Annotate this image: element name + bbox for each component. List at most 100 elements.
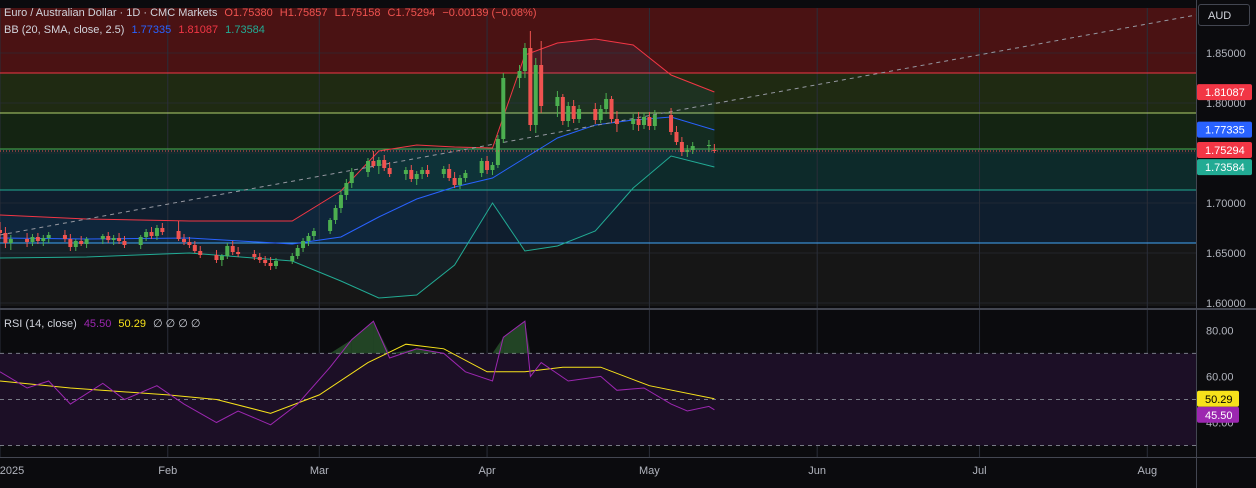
candle-body [366, 161, 370, 172]
rsi-overbought-fill [389, 348, 417, 354]
candle-body [690, 146, 695, 150]
rsi-label[interactable]: RSI (14, close) [4, 318, 77, 330]
candlesticks [0, 31, 1196, 270]
candle-body [674, 132, 679, 142]
rsi-pane [0, 320, 1196, 446]
price-badge-label: 1.81087 [1205, 87, 1245, 99]
candle-body [598, 109, 603, 120]
candle-body [414, 174, 419, 179]
candle-body [68, 239, 73, 247]
rsi-overbought-fill [503, 321, 525, 354]
candle-body [333, 208, 338, 220]
candle-body [274, 261, 278, 266]
price-tick-label: 1.60000 [1206, 298, 1246, 310]
candle-body [560, 97, 565, 121]
candle-body [154, 228, 159, 236]
candle-body [117, 238, 122, 241]
candle-body [409, 170, 414, 179]
price-zone-2 [0, 113, 1196, 149]
candle-body [371, 161, 376, 166]
candle-body [3, 233, 8, 243]
symbol-legend[interactable]: Euro / Australian Dollar · 1D · CMC Mark… [4, 6, 541, 20]
candle-body [176, 231, 181, 239]
candle-body [257, 257, 262, 260]
candle-body [328, 220, 333, 231]
rsi-badge [1197, 406, 1239, 423]
rsi-ma-line [0, 343, 715, 414]
candle-body [420, 170, 425, 174]
candle-body [106, 236, 111, 240]
time-tick-label: 2025 [0, 465, 24, 477]
time-axis[interactable]: 2025 Feb Mar Apr May Jun Jul Aug [0, 465, 1157, 477]
candle-body [593, 109, 598, 120]
candle-body [30, 237, 35, 242]
price-zone-0 [0, 8, 1196, 73]
price-badge-label: 1.73584 [1205, 162, 1245, 174]
candle-body [144, 232, 149, 237]
candle-body [0, 230, 2, 233]
candle-body [198, 251, 203, 255]
candle-body [41, 238, 46, 241]
price-zone-1 [0, 73, 1196, 113]
rsi-tick-label: 60.00 [1206, 371, 1234, 383]
candle-body [311, 231, 316, 236]
time-tick-label: Jul [972, 465, 986, 477]
candle-body [642, 117, 646, 125]
bb-lower-line [0, 155, 715, 299]
time-tick-label: Feb [158, 465, 177, 477]
candle-body [387, 168, 392, 174]
price-tick-label: 1.70000 [1206, 198, 1246, 210]
candle-body [149, 232, 154, 236]
rsi-overbought-fill [524, 321, 531, 354]
candle-body [338, 195, 343, 208]
rsi-badge-label: 45.50 [1205, 410, 1233, 422]
bb-upper-value: 1.81087 [178, 24, 219, 36]
candle-body [35, 237, 40, 241]
bb-label[interactable]: BB (20, SMA, close, 2.5) [4, 24, 125, 36]
bb-lower-value: 1.73584 [225, 24, 265, 36]
candle-body [122, 241, 127, 245]
price-zone-3 [0, 149, 1196, 190]
symbol-title[interactable]: Euro / Australian Dollar · 1D · CMC Mark… [4, 7, 218, 19]
candle-body [79, 241, 84, 244]
candle-body [73, 241, 78, 247]
candle-body [344, 183, 349, 195]
candle-body [263, 260, 268, 263]
candle-body [187, 242, 192, 245]
time-tick-label: Jun [808, 465, 826, 477]
candle-body [25, 239, 30, 242]
rsi-line [0, 320, 715, 426]
rsi-extra-values: ∅ ∅ ∅ ∅ [153, 318, 201, 330]
candle-body [349, 172, 354, 183]
bb-legend[interactable]: BB (20, SMA, close, 2.5) 1.77335 1.81087… [4, 23, 269, 37]
rsi-badge [1197, 390, 1239, 407]
candle-body [706, 145, 711, 146]
price-badge-label: 1.75294 [1205, 145, 1245, 157]
price-badge-label: 1.77335 [1205, 125, 1245, 137]
price-zones [0, 8, 1196, 306]
rsi-legend[interactable]: RSI (14, close) 45.50 50.29 ∅ ∅ ∅ ∅ [4, 317, 205, 331]
price-badge [1197, 142, 1252, 159]
candle-body [539, 65, 544, 106]
currency-button[interactable]: AUD [1198, 4, 1250, 26]
candle-body [604, 99, 609, 109]
candle-body [636, 119, 641, 125]
bb-basis-value: 1.77335 [131, 24, 172, 36]
candle-body [452, 178, 457, 185]
candle-body [219, 256, 224, 260]
candle-body [463, 173, 468, 178]
rsi-value: 45.50 [83, 318, 112, 330]
candle-body [528, 48, 533, 125]
low-value: L1.75158 [334, 7, 381, 19]
candle-body [577, 109, 582, 119]
price-badge [1197, 159, 1252, 176]
high-value: H1.75857 [279, 7, 328, 19]
price-tick-label: 1.80000 [1206, 98, 1246, 110]
candle-body [517, 71, 522, 78]
close-value: C1.75294 [387, 7, 436, 19]
trend-line[interactable] [0, 14, 1197, 236]
candle-body [214, 255, 219, 260]
candle-body [425, 170, 430, 174]
time-tick-label: Apr [478, 465, 495, 477]
